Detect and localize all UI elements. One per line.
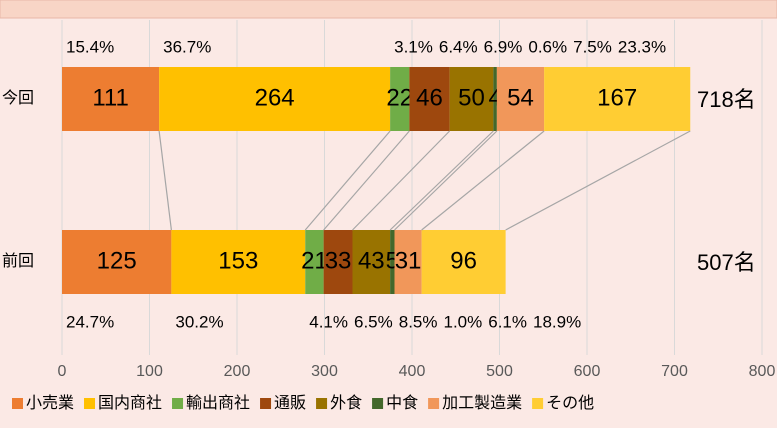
bar-segment bbox=[390, 67, 410, 131]
share-label: 6.4% bbox=[439, 37, 478, 56]
share-label: 8.5% bbox=[399, 312, 438, 331]
x-tick-label: 100 bbox=[136, 363, 163, 380]
bar-segment bbox=[390, 230, 395, 294]
share-label: 23.3% bbox=[618, 37, 666, 56]
legend-label: 小売業 bbox=[26, 394, 74, 412]
legend-swatch bbox=[372, 398, 384, 409]
value-label: 96 bbox=[450, 247, 477, 274]
bar-segment bbox=[159, 67, 391, 131]
bar-segment bbox=[62, 67, 160, 131]
x-tick-label: 400 bbox=[399, 363, 426, 380]
legend-swatch bbox=[532, 398, 544, 409]
share-label: 1.0% bbox=[444, 312, 483, 331]
share-label: 6.9% bbox=[484, 37, 523, 56]
bar-segment bbox=[62, 230, 172, 294]
bar-segment bbox=[305, 230, 324, 294]
share-label: 0.6% bbox=[528, 37, 567, 56]
value-label: 31 bbox=[395, 247, 422, 274]
header-strip bbox=[0, 0, 777, 19]
x-tick-label: 700 bbox=[661, 363, 688, 380]
bar-segment bbox=[421, 230, 506, 294]
x-tick-label: 0 bbox=[58, 363, 67, 380]
bar-segment bbox=[323, 230, 353, 294]
category-label: 前回 bbox=[2, 252, 34, 270]
bar-segment bbox=[409, 67, 450, 131]
connector-line bbox=[323, 130, 410, 231]
connector-line bbox=[505, 130, 691, 231]
bar-segment bbox=[449, 67, 494, 131]
value-label: 46 bbox=[416, 84, 443, 111]
value-label: 264 bbox=[255, 84, 295, 111]
bar-segment bbox=[171, 230, 306, 294]
legend-swatch bbox=[260, 398, 272, 409]
legend-label: 加工製造業 bbox=[442, 394, 522, 412]
share-label: 7.5% bbox=[573, 37, 612, 56]
legend-label: 外食 bbox=[330, 394, 362, 412]
x-tick-label: 800 bbox=[749, 363, 776, 380]
value-label: 153 bbox=[218, 247, 258, 274]
connector-line bbox=[304, 130, 391, 231]
value-label: 125 bbox=[97, 247, 137, 274]
share-label: 15.4% bbox=[66, 37, 114, 56]
connector-line bbox=[389, 130, 494, 231]
value-label: 111 bbox=[92, 84, 128, 111]
total-label: 507名 bbox=[697, 250, 756, 275]
value-label: 167 bbox=[597, 84, 637, 111]
category-label: 今回 bbox=[2, 89, 34, 107]
connector-line bbox=[421, 130, 545, 231]
value-label: 43 bbox=[358, 247, 385, 274]
legend-label: 通販 bbox=[274, 394, 306, 412]
connector-line bbox=[394, 130, 498, 231]
value-label: 54 bbox=[507, 84, 534, 111]
share-label: 3.1% bbox=[394, 37, 433, 56]
bar-segment bbox=[544, 67, 691, 131]
share-label: 4.1% bbox=[309, 312, 348, 331]
share-label: 6.5% bbox=[354, 312, 393, 331]
share-label: 6.1% bbox=[488, 312, 527, 331]
value-label: 21 bbox=[301, 247, 328, 274]
legend-swatch bbox=[316, 398, 328, 409]
share-label: 24.7% bbox=[66, 312, 114, 331]
legend-swatch bbox=[84, 398, 96, 409]
share-label: 18.9% bbox=[533, 312, 581, 331]
total-label: 718名 bbox=[697, 87, 756, 112]
value-label: 22 bbox=[386, 84, 413, 111]
share-label: 30.2% bbox=[175, 312, 223, 331]
bar-segment bbox=[496, 67, 545, 131]
x-tick-label: 200 bbox=[224, 363, 251, 380]
legend-swatch bbox=[428, 398, 440, 409]
share-label: 36.7% bbox=[163, 37, 211, 56]
legend-label: 国内商社 bbox=[98, 394, 162, 412]
x-tick-label: 300 bbox=[311, 363, 338, 380]
value-label: 50 bbox=[458, 84, 485, 111]
legend-label: 中食 bbox=[386, 394, 418, 412]
x-tick-label: 600 bbox=[574, 363, 601, 380]
bar-segment bbox=[394, 230, 422, 294]
legend-label: その他 bbox=[546, 394, 594, 412]
connector-line bbox=[352, 130, 451, 231]
connector-line bbox=[158, 130, 172, 231]
legend-label: 輸出商社 bbox=[186, 394, 250, 412]
legend-swatch bbox=[172, 398, 184, 409]
x-tick-label: 500 bbox=[486, 363, 513, 380]
bar-segment bbox=[493, 67, 497, 131]
legend-swatch bbox=[12, 398, 23, 409]
bar-segment bbox=[352, 230, 391, 294]
value-label: 33 bbox=[325, 247, 352, 274]
